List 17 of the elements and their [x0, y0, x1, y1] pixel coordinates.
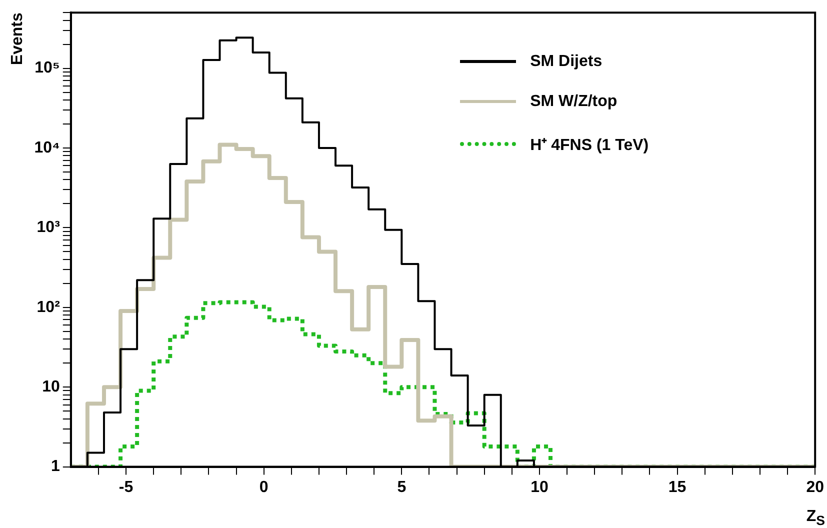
- legend-label: SM Dijets: [530, 52, 602, 71]
- legend-label: H⁺ 4FNS (1 TeV): [530, 136, 649, 155]
- y-axis-title: Events: [9, 12, 26, 66]
- legend-label: SM W/Z/top: [530, 92, 618, 111]
- y-tick-label: 10⁴: [34, 139, 60, 156]
- x-tick-label: 0: [259, 478, 268, 496]
- x-axis-title: Z$_{S}$: [806, 508, 825, 528]
- x-tick-label: 20: [806, 478, 824, 496]
- y-tick-label: 1: [51, 458, 60, 476]
- x-tick-label: 10: [530, 478, 548, 496]
- x-tick-label: 5: [397, 478, 406, 496]
- y-tick-label: 10³: [36, 219, 60, 236]
- x-tick-label: -5: [118, 478, 134, 496]
- y-tick-label: 10: [42, 378, 60, 396]
- y-tick-label: 10⁵: [34, 60, 60, 77]
- y-tick-label: 10²: [36, 298, 60, 316]
- x-tick-label: 15: [668, 478, 686, 496]
